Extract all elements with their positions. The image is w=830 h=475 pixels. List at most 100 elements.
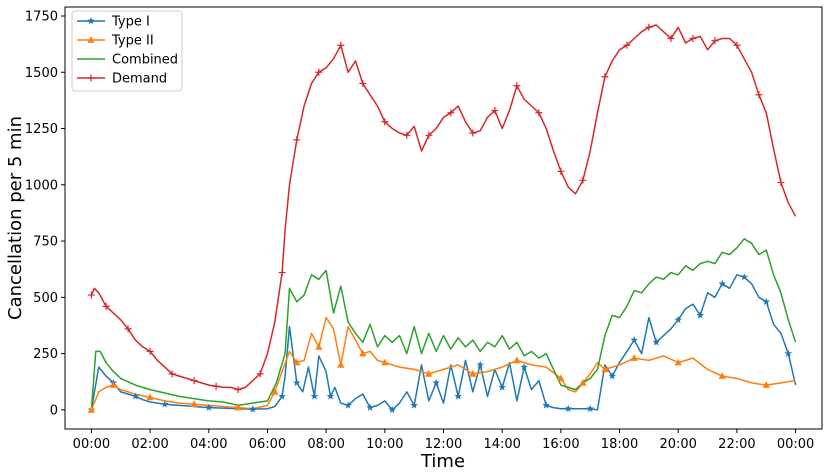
data-point-demand [689,35,697,43]
legend-label-combined: Combined [112,53,178,68]
data-point-demand [102,302,110,310]
data-point-demand [667,35,675,43]
data-point-type-i [161,400,169,408]
y-tick-label: 500 [33,291,58,306]
data-point-type-i [293,378,301,387]
data-point-type-ii [762,381,770,388]
data-point-demand [278,269,286,277]
data-point-type-i [454,392,462,400]
y-tick-label: 1250 [25,122,58,137]
legend-marker-demand [87,74,95,82]
data-point-type-ii [87,405,95,413]
x-axis: 00:00 02:00 04:00 06:00 08:00 10:00 12:00 14:00… [73,429,814,452]
data-point-demand [359,80,367,88]
data-point-type-i [520,363,528,371]
data-point-type-i [696,311,704,319]
data-point-type-i [410,401,418,409]
data-point-demand [337,41,345,49]
data-point-type-i [586,404,594,412]
data-point-type-i [498,383,506,391]
y-axis-label: Cancellation per 5 min [5,116,26,320]
data-point-type-ii [674,358,682,366]
data-point-demand [212,382,220,390]
data-point-type-ii [630,354,638,361]
data-point-type-i [388,405,396,414]
data-point-type-i [740,273,749,281]
data-point-demand [579,176,587,184]
x-axis-label: Time [420,451,465,472]
series-layer [90,24,797,411]
legend-marker-type-i [87,17,95,25]
y-tick-label: 250 [33,347,58,362]
x-tick-label: 10:00 [366,437,403,452]
data-point-type-i [564,404,572,412]
data-point-demand [645,23,653,31]
series-line-type-i [90,274,797,411]
data-point-demand [491,107,499,115]
data-point-demand [711,37,719,45]
data-point-demand [535,109,543,117]
data-point-demand [623,41,631,49]
x-tick-label: 06:00 [249,437,286,452]
data-point-type-ii [381,358,389,366]
data-point-type-i [344,401,352,409]
x-tick-label: 22:00 [718,437,755,452]
data-point-type-ii [359,349,367,357]
data-point-demand [315,68,323,76]
data-point-demand [87,291,95,299]
series-line-type-ii [90,316,796,411]
data-point-type-ii [718,372,726,379]
data-point-demand [601,73,609,81]
y-tick-label: 0 [50,403,58,418]
x-tick-label: 00:00 [777,437,814,452]
data-point-demand [256,370,264,378]
y-tick-label: 1500 [25,66,58,81]
data-point-demand [293,136,301,144]
data-point-demand [513,82,521,90]
data-point-demand [168,370,176,378]
data-point-type-ii [190,400,198,407]
legend-label-type-ii: Type II [111,34,154,49]
x-tick-label: 02:00 [131,437,168,452]
y-tick-label: 1750 [25,10,58,25]
data-point-type-i [476,360,484,369]
data-point-demand [146,347,154,355]
data-point-demand [124,325,132,333]
data-point-demand [469,129,477,137]
data-point-type-i [249,405,257,413]
data-point-type-ii [234,403,242,411]
data-point-type-ii [271,387,279,395]
legend: Type I Type II Combined Demand [71,10,183,92]
data-point-type-i [652,338,660,346]
data-point-demand [755,91,763,99]
x-tick-label: 04:00 [190,437,227,452]
x-tick-label: 20:00 [659,437,696,452]
data-point-type-ii [469,369,477,377]
legend-box [71,10,183,92]
legend-label-type-i: Type I [111,15,150,30]
data-point-type-i [366,403,374,411]
data-point-type-ii [425,369,433,377]
data-point-type-i [326,392,335,400]
x-tick-label: 00:00 [73,437,110,452]
legend-marker-type-ii [87,36,95,43]
data-point-type-ii [146,393,154,401]
x-tick-label: 12:00 [425,437,462,452]
data-point-type-i [718,279,726,288]
data-point-type-i [674,315,682,324]
data-point-demand [733,41,741,49]
data-point-type-i [205,403,213,411]
data-point-demand [557,167,565,175]
data-point-type-ii [557,374,565,382]
data-point-type-i [432,378,440,387]
data-point-type-i [784,349,793,357]
x-tick-label: 08:00 [307,437,344,452]
data-point-type-i [762,297,771,306]
data-point-type-ii [315,342,323,350]
data-point-type-ii [109,381,117,388]
data-point-type-ii [337,360,345,368]
data-point-demand [190,377,198,385]
data-point-type-i [608,372,616,380]
data-point-demand [425,131,433,139]
